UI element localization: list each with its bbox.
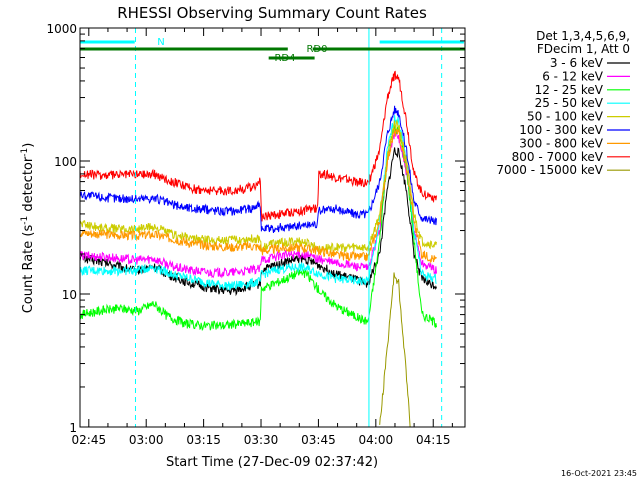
legend-label-5: 50 - 100 keV xyxy=(527,110,604,124)
legend-label-8: 800 - 7000 keV xyxy=(512,150,604,164)
y-axis-label-main: Count Rate (s xyxy=(21,225,36,314)
y-axis-label-mid: detector xyxy=(21,156,36,216)
y-axis-label-sup1: -1 xyxy=(20,216,30,225)
status-bars: N RD0 RD4 xyxy=(80,37,465,64)
series-line-7 xyxy=(79,128,437,264)
y-axis-label: Count Rate (s-1 detector-1) xyxy=(20,143,36,314)
vertical-markers xyxy=(134,28,443,427)
y-tick-label-4: 1000 xyxy=(46,22,77,36)
y-tick-label-2: 10 xyxy=(62,288,77,302)
legend-label-7: 300 - 800 keV xyxy=(519,136,603,150)
series-line-5 xyxy=(79,120,437,254)
status-bar-label-rd0: RD0 xyxy=(306,44,327,55)
legend-label-1: 3 - 6 keV xyxy=(550,56,604,70)
legend-label-6: 100 - 300 keV xyxy=(519,123,603,137)
series-line-9 xyxy=(379,272,411,428)
legend-label-4: 25 - 50 keV xyxy=(535,96,604,110)
x-tick-label-1: 02:45 xyxy=(72,433,107,447)
legend-label-9: 7000 - 15000 keV xyxy=(496,163,603,177)
x-tick-label-4: 03:30 xyxy=(244,433,279,447)
series-line-6 xyxy=(79,105,437,233)
x-tick-label-6: 04:00 xyxy=(359,433,394,447)
series-line-3 xyxy=(79,125,437,331)
legend-header-line2: FDecim 1, Att 0 xyxy=(537,42,630,56)
plot-frame xyxy=(79,27,466,428)
x-tick-label-5: 03:45 xyxy=(301,433,336,447)
plot-area xyxy=(79,70,437,428)
legend: Det 1,3,4,5,6,9, FDecim 1, Att 0 3 - 6 k… xyxy=(496,29,630,177)
footer-timestamp: 16-Oct-2021 23:45 xyxy=(561,469,637,478)
series-line-4 xyxy=(79,114,437,291)
legend-label-3: 12 - 25 keV xyxy=(535,83,604,97)
legend-label-2: 6 - 12 keV xyxy=(542,69,604,83)
x-tick-label-3: 03:15 xyxy=(186,433,221,447)
status-bar-label-n: N xyxy=(157,37,164,48)
axes: 02:45 03:00 03:15 03:30 03:45 04:00 04:15 1 10 10… xyxy=(46,22,466,447)
x-tick-label-2: 03:00 xyxy=(129,433,164,447)
status-bar-label-rd4: RD4 xyxy=(274,53,295,64)
series-line-8 xyxy=(79,70,437,222)
y-tick-label-1: 1 xyxy=(69,421,77,435)
x-tick-label-7: 04:15 xyxy=(416,433,451,447)
x-axis-label: Start Time (27-Dec-09 02:37:42) xyxy=(166,455,378,470)
chart-title: RHESSI Observing Summary Count Rates xyxy=(117,4,427,22)
y-tick-label-3: 100 xyxy=(54,155,77,169)
y-axis-label-end: ) xyxy=(21,143,36,148)
legend-header-line1: Det 1,3,4,5,6,9, xyxy=(536,29,630,43)
y-axis-label-sup2: -1 xyxy=(20,148,30,157)
